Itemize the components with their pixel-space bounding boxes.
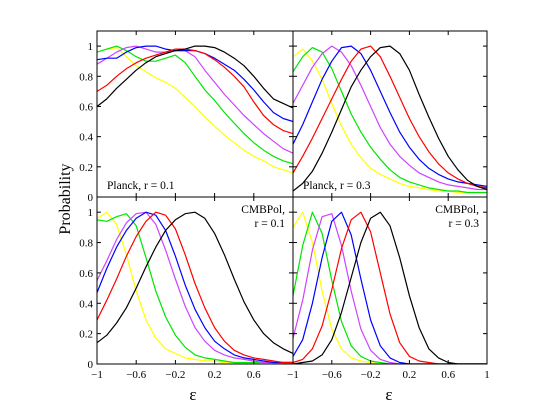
y-tick-label-top-4: 0.8 (79, 71, 93, 83)
panel-top-left (97, 45, 293, 174)
panel-bottom-right (293, 211, 487, 364)
y-tick-label-top-1: 0.2 (79, 162, 93, 174)
series-line-top-right-5 (293, 45, 487, 192)
series-line-top-right-2 (293, 45, 487, 191)
x-tick-label-right-4: 0.6 (441, 369, 455, 381)
series-line-bottom-right-1 (293, 211, 487, 364)
series-line-top-left-0 (97, 47, 293, 174)
panel-label-bottom-right-0: CMBPol, (435, 204, 479, 216)
series-line-bottom-left-2 (97, 211, 293, 364)
panels: Planck, r = 0.1 Planck, r = 0.3 CMBPol, r =… (97, 45, 487, 364)
series-line-bottom-left-3 (97, 211, 293, 364)
series-line-top-left-1 (97, 45, 293, 165)
y-tick-label-bottom-3: 0.6 (79, 268, 93, 280)
x-tick-label-right-1: −0.6 (322, 369, 342, 381)
y-tick-label-bottom-0: 0 (88, 359, 94, 371)
series-line-top-right-1 (293, 47, 487, 194)
series-line-top-right-3 (293, 45, 487, 187)
x-tick-label-left-2: −0.2 (165, 369, 185, 381)
y-tick-label-top-3: 0.6 (79, 101, 93, 113)
x-tick-label-right-2: −0.2 (361, 369, 381, 381)
series-line-bottom-left-5 (97, 211, 293, 354)
series-line-bottom-right-3 (293, 211, 487, 364)
y-tick-label-bottom-1: 0.2 (79, 329, 93, 341)
series-line-bottom-left-0 (97, 211, 293, 364)
y-tick-label-top-5: 1 (88, 41, 94, 53)
x-axis-title-left: ε (189, 385, 196, 404)
series-line-bottom-right-0 (293, 211, 487, 364)
y-tick-label-bottom-5: 1 (88, 207, 94, 219)
series-line-bottom-right-2 (293, 213, 487, 364)
x-tick-label-left-3: 0.2 (208, 369, 222, 381)
x-tick-label-left-4: 0.6 (247, 369, 261, 381)
x-tick-label-left-1: −0.6 (126, 369, 146, 381)
series-line-bottom-left-4 (97, 211, 293, 364)
y-tick-label-bottom-2: 0.4 (79, 298, 93, 310)
x-tick-label-right-3: 0.2 (403, 369, 417, 381)
series-line-bottom-right-4 (293, 211, 487, 364)
panel-bottom-left (97, 211, 293, 364)
panel-label-bottom-left-1: r = 0.1 (255, 218, 286, 230)
ticks: 00.20.40.60.810.20.40.60.810−1 −0.6 −0.2 0.… (79, 31, 490, 381)
x-axis-title-right: ε (385, 385, 392, 404)
panel-label-top-left-0: Planck, r = 0.1 (107, 180, 175, 192)
y-tick-label-top-2: 0.4 (79, 132, 93, 144)
series-line-bottom-left-1 (97, 213, 293, 364)
x-tick-label-right-5: 1 (484, 369, 490, 381)
series-line-top-left-5 (97, 45, 293, 109)
series-line-top-right-4 (293, 45, 487, 189)
series-line-top-right-0 (293, 48, 487, 194)
y-axis-title: Probability (57, 163, 74, 234)
x-tick-label-left-0: −1 (91, 369, 103, 381)
panel-label-bottom-right-1: r = 0.3 (449, 218, 480, 230)
panel-label-bottom-left-0: CMBPol, (241, 204, 285, 216)
y-tick-label-bottom-4: 0.8 (79, 238, 93, 250)
x-tick-label-right-0: −1 (287, 369, 299, 381)
y-tick-label-top-0: 0 (88, 192, 94, 204)
series-line-top-left-4 (97, 48, 293, 135)
panel-top-right (293, 45, 487, 194)
series-line-top-left-2 (97, 45, 293, 154)
panel-label-top-right-0: Planck, r = 0.3 (303, 180, 371, 192)
